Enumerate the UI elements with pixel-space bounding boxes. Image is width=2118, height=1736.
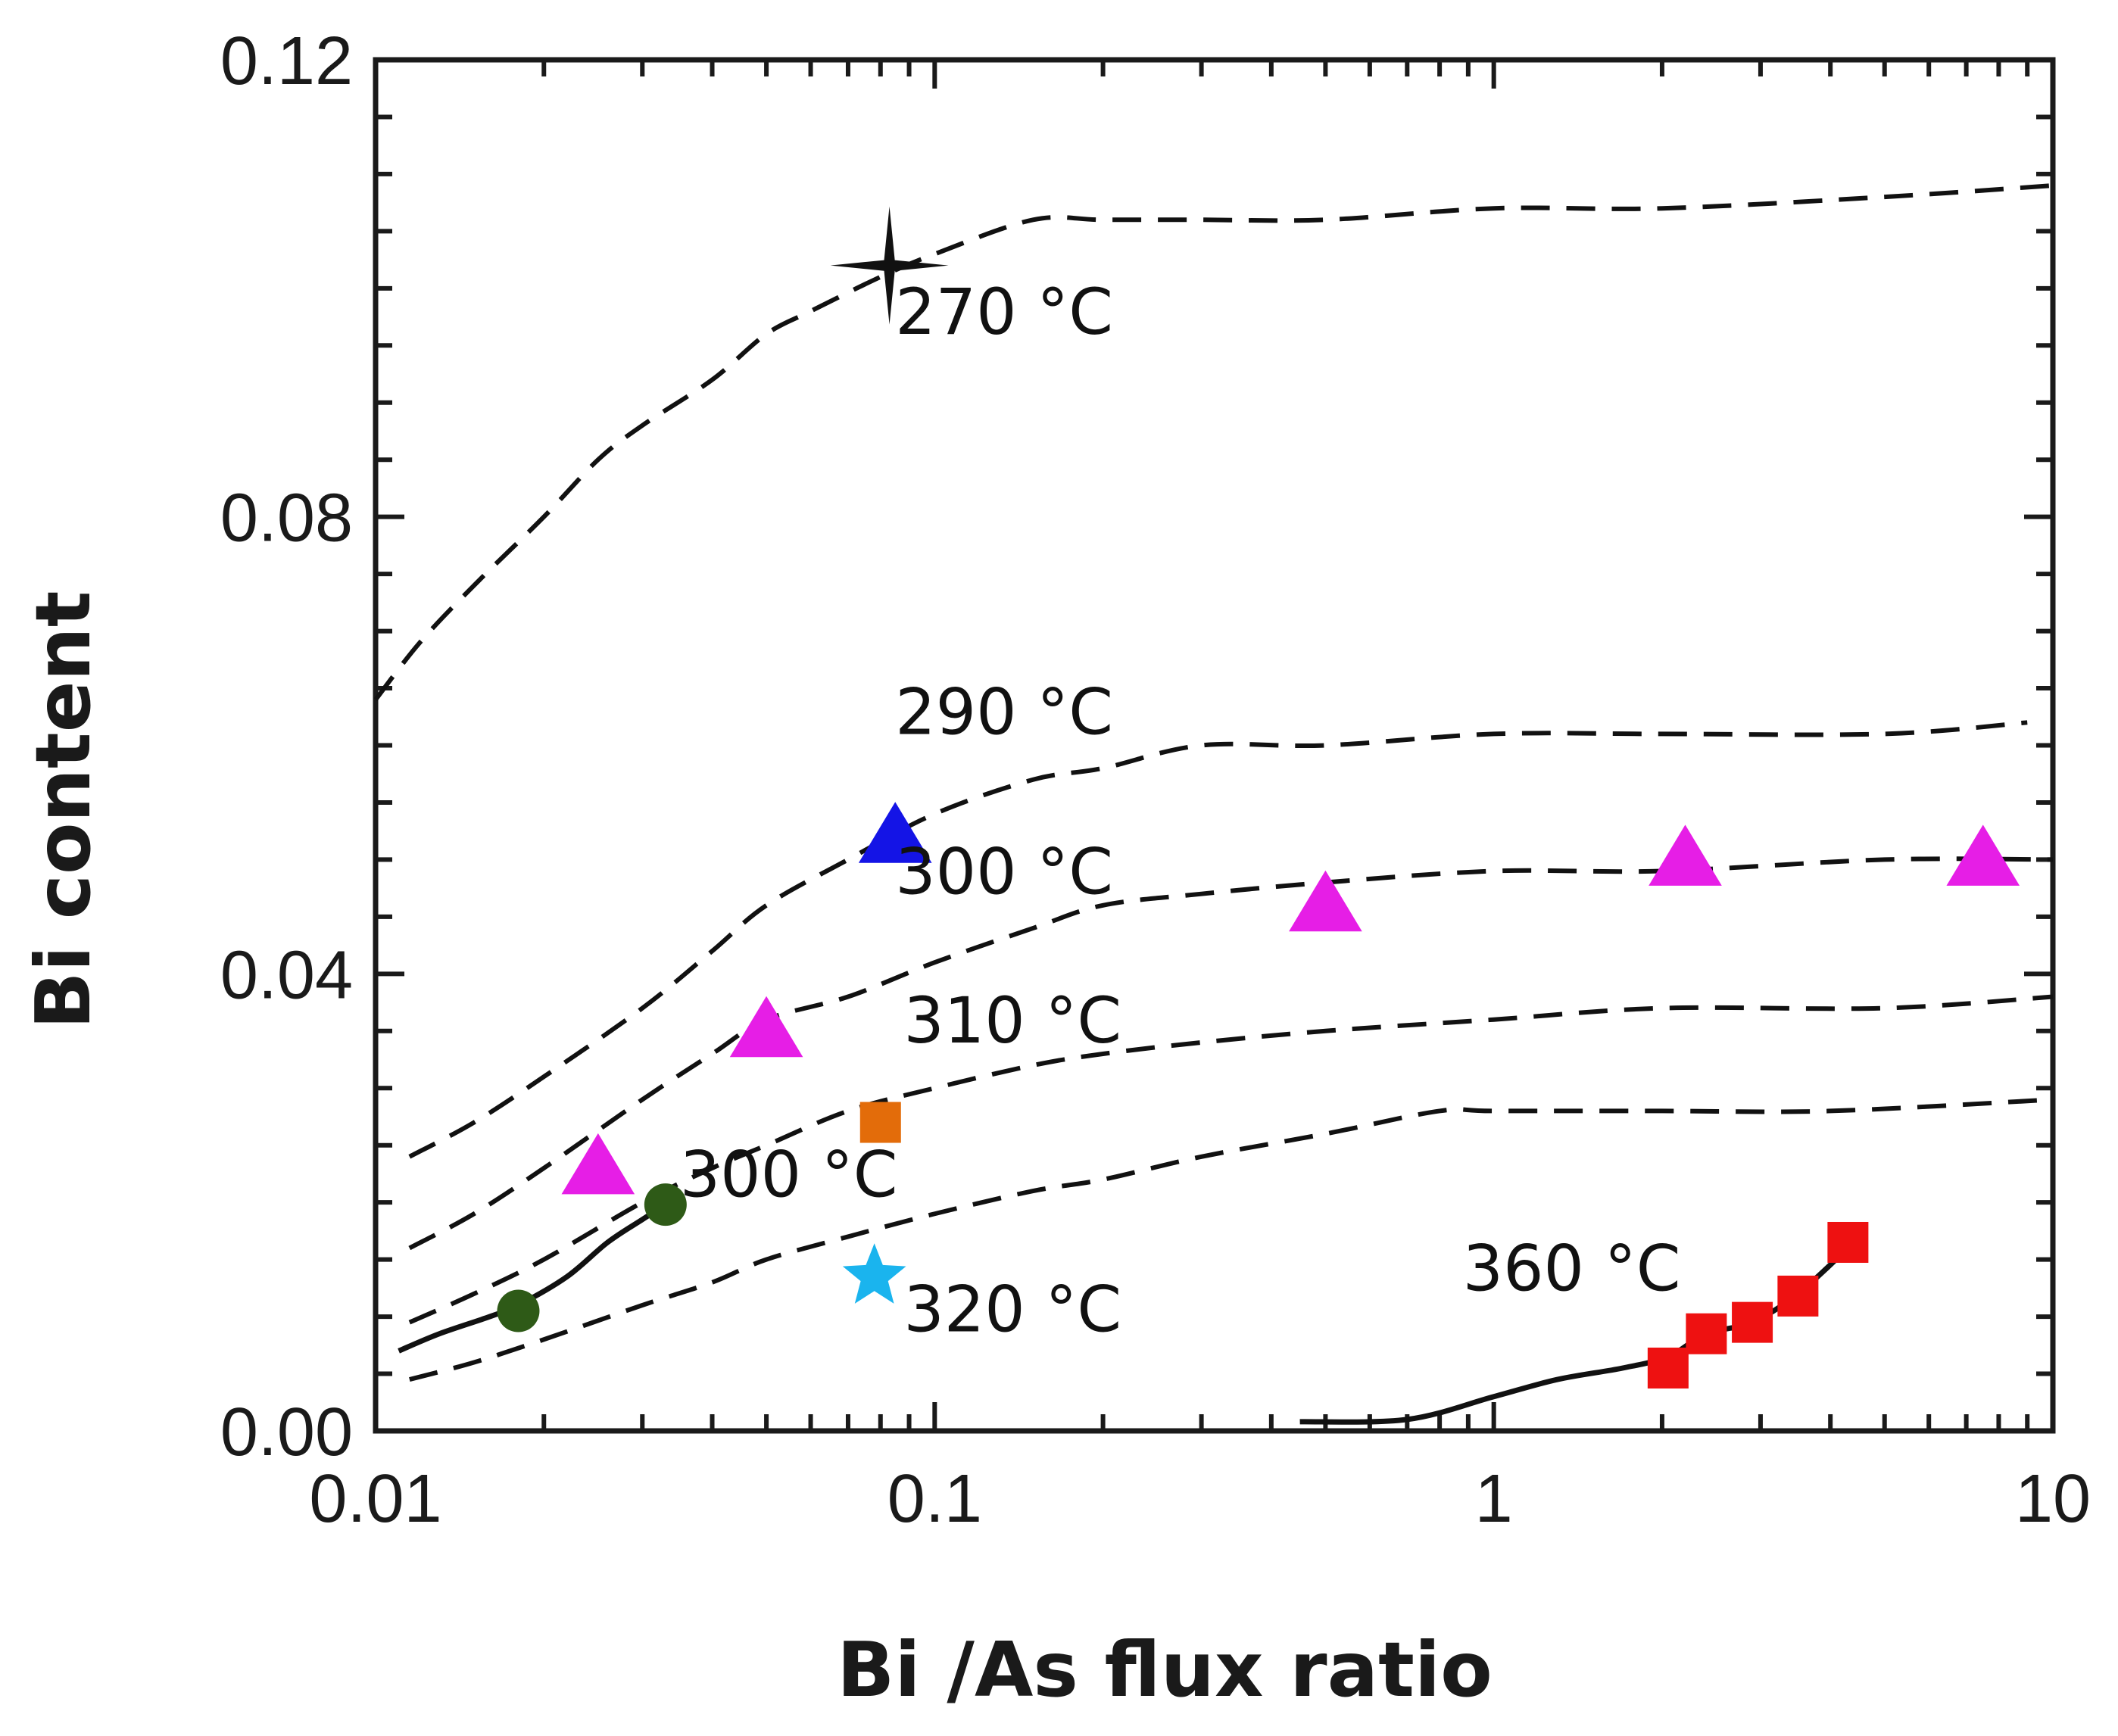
dashed-model-curve [408, 720, 2028, 1159]
x-tick-label: 0.01 [309, 1461, 441, 1537]
square-marker [1686, 1313, 1727, 1354]
temperature-label: 300 °C [680, 1138, 898, 1212]
solid-fit-curve [1299, 1245, 1850, 1425]
y-tick-label: 0.08 [220, 481, 353, 556]
star-marker [842, 1243, 906, 1304]
x-tick-label: 0.1 [887, 1461, 982, 1537]
triangle-marker [858, 802, 932, 863]
y-axis-title: Bi content [19, 591, 108, 1029]
tick-labels: 0.01 0.1 1 10 0.00 0.04 0.08 0.12 [220, 23, 2091, 1537]
triangle-marker [561, 1133, 635, 1195]
solid-fit-curve [398, 1202, 667, 1354]
dashed-model-curve [409, 1097, 2054, 1382]
triangle-marker [1649, 824, 1722, 886]
circle-marker [644, 1183, 687, 1226]
y-tick-label: 0.12 [220, 23, 353, 99]
circle-marker [497, 1289, 540, 1332]
temperature-label: 300 °C [895, 835, 1113, 909]
y-tick-label: 0.04 [220, 937, 353, 1013]
x-tick-label: 1 [1475, 1461, 1513, 1537]
triangle-marker [1946, 824, 2020, 886]
series-curves [373, 183, 2054, 1425]
data-markers [497, 206, 2020, 1388]
temperature-label: 290 °C [895, 675, 1113, 749]
temperature-label: 310 °C [903, 983, 1121, 1058]
square-marker [1827, 1221, 1869, 1263]
dashed-model-curve [408, 994, 2054, 1325]
square-marker [859, 1102, 901, 1143]
triangle-marker [729, 996, 803, 1058]
x-tick-label: 10 [2015, 1461, 2091, 1537]
temperature-label: 360 °C [1463, 1231, 1681, 1305]
square-marker [1647, 1347, 1689, 1388]
temperature-label: 320 °C [903, 1273, 1121, 1347]
cross-star-marker [830, 206, 949, 325]
square-marker [1732, 1301, 1773, 1343]
y-tick-label: 0.00 [220, 1395, 353, 1470]
x-axis-title: Bi /As flux ratio [837, 1625, 1493, 1714]
square-marker [1777, 1275, 1819, 1317]
dashed-model-curve [373, 183, 2054, 701]
temperature-label: 270 °C [895, 275, 1113, 349]
triangle-marker [1289, 870, 1362, 932]
axis-ticks [373, 58, 2053, 1433]
